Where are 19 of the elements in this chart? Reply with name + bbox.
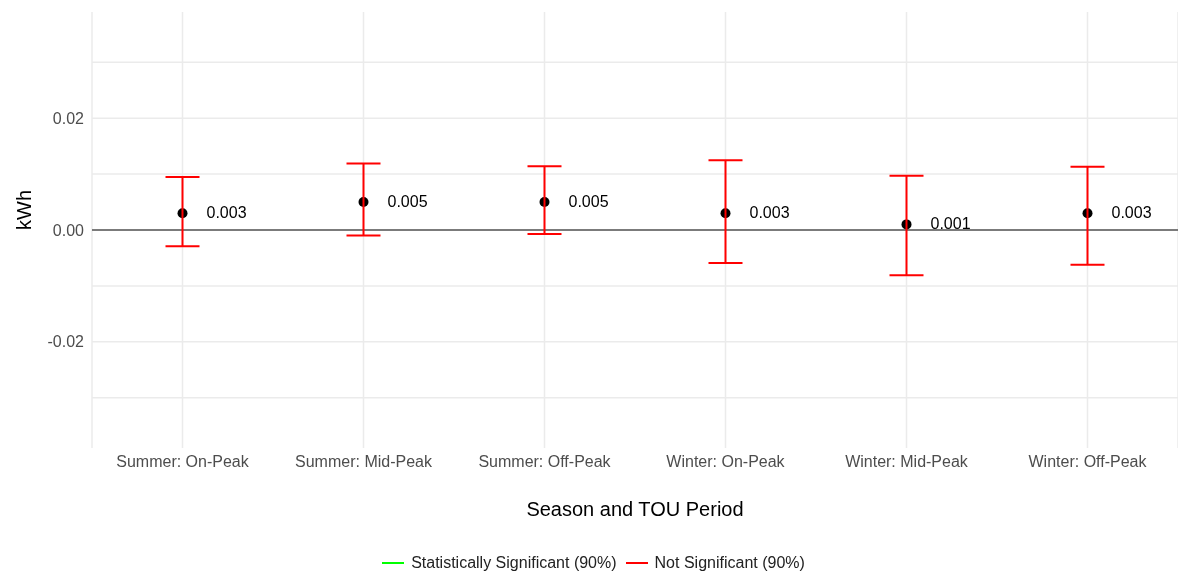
- x-tick-label: Winter: On-Peak: [666, 453, 786, 471]
- y-tick-label: -0.02: [47, 333, 85, 351]
- x-tick-label: Summer: Mid-Peak: [295, 453, 433, 471]
- x-tick-label: Winter: Off-Peak: [1028, 453, 1148, 471]
- data-label: 0.005: [387, 193, 428, 211]
- x-axis-title: Season and TOU Period: [526, 498, 744, 520]
- x-tick-label: Summer: Off-Peak: [478, 453, 612, 471]
- x-tick-label: Winter: Mid-Peak: [845, 453, 969, 471]
- y-tick-label: 0.02: [52, 109, 85, 127]
- y-tick-label: 0.00: [52, 221, 85, 239]
- data-label: 0.005: [568, 193, 609, 211]
- y-axis-title: kWh: [13, 190, 36, 230]
- data-label: 0.001: [930, 215, 971, 233]
- data-label: 0.003: [749, 204, 790, 222]
- text: Not Significant (90%): [654, 554, 805, 572]
- x-tick-label: Summer: On-Peak: [116, 453, 250, 471]
- data-label: 0.003: [1111, 204, 1152, 222]
- data-label: 0.003: [206, 204, 247, 222]
- legend-label: Statistically Significant (90%): [411, 554, 617, 572]
